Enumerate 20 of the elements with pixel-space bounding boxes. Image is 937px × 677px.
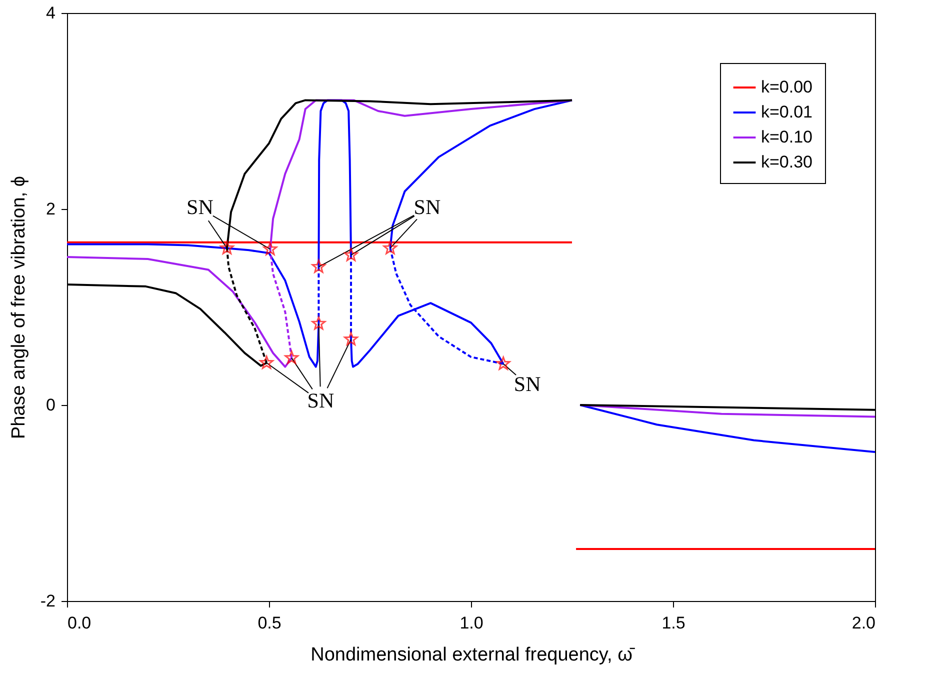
x-axis-title: Nondimensional external frequency, ω̄ bbox=[310, 644, 636, 666]
annotation: SN bbox=[307, 388, 334, 413]
y-tick-label: 0 bbox=[46, 396, 56, 414]
annotation: SN bbox=[186, 195, 214, 220]
y-tick-label: 4 bbox=[46, 4, 56, 22]
annotation: SN bbox=[514, 372, 541, 396]
legend-label: k=0.01 bbox=[761, 102, 813, 122]
y-tick-label: -2 bbox=[40, 592, 56, 610]
x-tick-label: 1.5 bbox=[662, 614, 686, 632]
legend-label: k=0.10 bbox=[761, 128, 813, 146]
x-tick-label: 0.0 bbox=[68, 614, 92, 632]
y-axis-title: Phase angle of free vibration, ϕ bbox=[8, 176, 30, 440]
y-tick-label: 2 bbox=[46, 200, 56, 218]
x-tick-label: 2.0 bbox=[852, 614, 876, 632]
annotation: SN bbox=[414, 195, 441, 220]
x-tick-label: 0.5 bbox=[258, 614, 282, 632]
line-series bbox=[579, 404, 875, 454]
legend-label: k=0.30 bbox=[761, 152, 813, 172]
x-tick-label: 1.0 bbox=[460, 614, 484, 632]
legend-label: k=0.00 bbox=[761, 78, 813, 96]
